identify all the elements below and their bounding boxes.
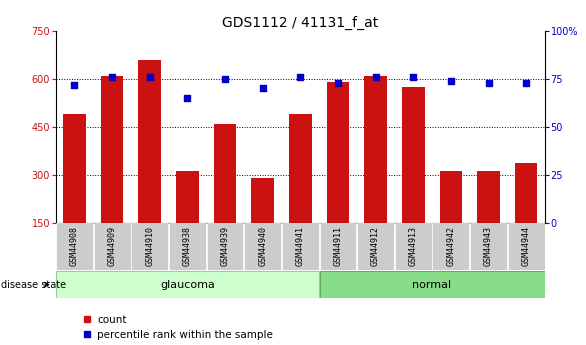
Text: GSM44911: GSM44911 [333,226,342,266]
Bar [214,124,236,223]
Point [484,80,493,86]
Point [371,74,380,80]
Bar [207,223,244,270]
Text: GSM44939: GSM44939 [220,226,230,266]
Text: GSM44942: GSM44942 [447,226,455,266]
Bar [319,272,544,298]
Bar [515,164,537,223]
Text: GSM44908: GSM44908 [70,226,79,266]
Bar [507,223,544,270]
Bar [440,171,462,223]
Bar [477,171,500,223]
Bar [326,82,349,223]
Bar [282,223,319,270]
Bar [94,223,131,270]
Bar [169,223,206,270]
Title: GDS1112 / 41131_f_at: GDS1112 / 41131_f_at [222,16,379,30]
Text: normal: normal [413,280,452,289]
Text: GSM44913: GSM44913 [409,226,418,266]
Legend: count, percentile rank within the sample: count, percentile rank within the sample [81,315,273,340]
Bar [319,223,356,270]
Bar [364,76,387,223]
Point [107,74,117,80]
Point [522,80,531,86]
Text: GSM44909: GSM44909 [108,226,117,266]
Bar [395,223,432,270]
Bar [138,60,161,223]
Text: disease state: disease state [1,280,66,289]
Bar [101,76,124,223]
Point [258,86,267,91]
Bar [63,114,86,223]
Text: GSM44944: GSM44944 [522,226,531,266]
Bar [432,223,469,270]
Text: GSM44940: GSM44940 [258,226,267,266]
Text: GSM44941: GSM44941 [296,226,305,266]
Point [183,95,192,101]
Bar [244,223,281,270]
Text: GSM44943: GSM44943 [484,226,493,266]
Text: GSM44912: GSM44912 [371,226,380,266]
Text: glaucoma: glaucoma [160,280,215,289]
Bar [357,223,394,270]
Point [145,74,155,80]
Point [408,74,418,80]
Bar [176,171,199,223]
Point [70,82,79,87]
Bar [402,87,424,223]
Point [446,78,455,83]
Point [295,74,305,80]
Bar [56,223,93,270]
Bar [251,178,274,223]
Bar [131,223,168,270]
Bar [470,223,507,270]
Text: GSM44938: GSM44938 [183,226,192,266]
Bar [289,114,312,223]
Text: GSM44910: GSM44910 [145,226,154,266]
Point [220,76,230,82]
Point [333,80,343,86]
Bar [56,272,319,298]
